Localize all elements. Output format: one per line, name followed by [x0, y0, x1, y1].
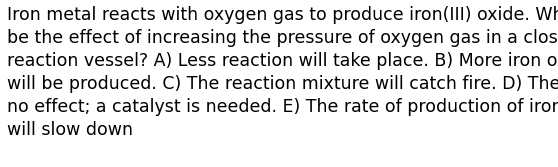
- Text: Iron metal reacts with oxygen gas to produce iron(III) oxide. What will
be the e: Iron metal reacts with oxygen gas to pro…: [7, 6, 558, 139]
